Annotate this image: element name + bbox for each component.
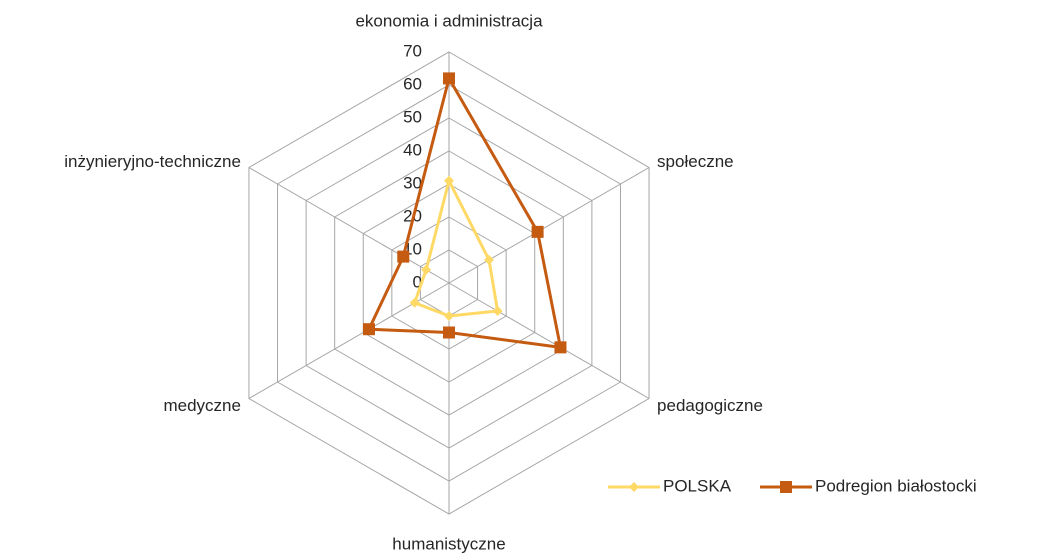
category-label: społeczne [657, 152, 734, 171]
category-label: medyczne [163, 396, 240, 415]
r-tick-label: 40 [403, 140, 422, 159]
legend-label: POLSKA [663, 476, 732, 495]
marker [531, 225, 544, 238]
marker [443, 72, 455, 85]
r-tick-label: 70 [403, 41, 422, 60]
r-tick-label: 50 [403, 107, 422, 126]
r-tick-label: 60 [403, 74, 422, 93]
marker [443, 326, 455, 339]
spoke [448, 167, 650, 284]
spoke [248, 282, 450, 399]
marker [362, 323, 375, 336]
category-label: inżynieryjno-techniczne [64, 152, 241, 171]
category-label: pedagogiczne [657, 396, 763, 415]
marker [554, 341, 567, 354]
marker [397, 250, 410, 263]
marker [444, 311, 454, 321]
category-label: ekonomia i administracja [355, 11, 543, 30]
marker [629, 482, 639, 492]
r-tick-label: 30 [403, 173, 422, 192]
marker [780, 481, 792, 493]
spoke [448, 282, 650, 399]
legend-label: Podregion białostocki [815, 476, 977, 495]
spoke [248, 167, 450, 284]
marker [444, 175, 454, 186]
marker [421, 264, 432, 275]
marker [492, 306, 503, 317]
category-label: humanistyczne [392, 534, 505, 553]
marker [484, 254, 495, 265]
r-tick-label: 0 [413, 272, 422, 291]
marker [409, 297, 420, 308]
